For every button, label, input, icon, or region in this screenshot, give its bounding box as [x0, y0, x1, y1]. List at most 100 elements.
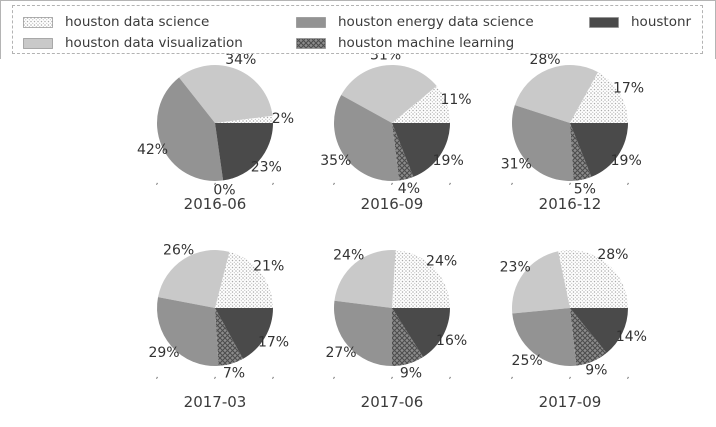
- pie-percentage-label: 17%: [258, 335, 289, 351]
- pie-percentage-label: 35%: [320, 153, 351, 169]
- pie-slice: [157, 297, 219, 367]
- legend-swatch-houston-energy-data-science: [296, 16, 326, 28]
- axis-tick: ,: [214, 371, 217, 381]
- pie-slice: [215, 308, 273, 359]
- pie-percentage-label: 25%: [512, 353, 543, 369]
- axis-tick: ,: [569, 371, 572, 381]
- pie-chart: ,, ,11%31%35%4%19%: [320, 47, 471, 197]
- pie-percentage-label: 7%: [223, 365, 245, 381]
- legend-label: houston machine learning: [338, 35, 515, 51]
- axis-tick: ,: [156, 177, 159, 187]
- pie-slice: [514, 64, 598, 123]
- pie-chart: ,, , 24% 24% 27% 9% 16%: [325, 248, 467, 382]
- legend-label: houstonr: [631, 14, 692, 30]
- legend-entry-houstonr: houstonr: [589, 15, 691, 29]
- pie-slice: [570, 308, 628, 354]
- pie-percentage-label: 19%: [611, 153, 642, 169]
- pie-percentage-label: 24%: [426, 254, 457, 270]
- pie-date-label: 2017-06: [360, 393, 424, 411]
- pie-percentage-label: 34%: [225, 52, 256, 68]
- pie-subplot-2017-09: ,,, 28% 23% 25% 9% 14% 2017-09: [450, 228, 690, 411]
- pie-percentage-label: 26%: [163, 243, 194, 259]
- pie-slice: [392, 308, 450, 357]
- axis-tick: ,: [449, 177, 452, 187]
- legend-swatch-houstonr: [589, 16, 619, 28]
- pie-percentage-label: 42%: [137, 142, 168, 158]
- pie-slice: [570, 123, 628, 177]
- legend-entry-houston-data-science: houston data science: [23, 15, 209, 29]
- pie-percentage-label: 31%: [501, 157, 532, 173]
- pie-slice: [334, 300, 392, 366]
- pie-slice: [512, 105, 574, 182]
- pie-date-label: 2016-06: [183, 195, 247, 213]
- legend-entry-houston-energy-data-science: houston energy data science: [296, 15, 534, 29]
- legend-swatch-houston-data-visualization: [23, 37, 53, 49]
- pie-percentage-label: 4%: [398, 181, 420, 197]
- pie-subplot-2017-06: ,,, 24% 24% 27% 9% 16% 2017-06: [272, 228, 512, 411]
- axis-tick: ,: [214, 177, 217, 187]
- axis-tick: ,: [333, 371, 336, 381]
- axis-tick: ,: [391, 177, 394, 187]
- pie-subplot-2017-03: ,,, 21% 26% 29% 7% 17% 2017-03: [95, 228, 335, 411]
- pie-date-label: 2017-03: [183, 393, 247, 411]
- pie-slice: [215, 115, 273, 123]
- axis-tick: ,: [272, 371, 275, 381]
- pie-chart: ,, , 2% 34% 42% 0% 23%: [137, 52, 294, 198]
- pie-date-label: 2016-12: [538, 195, 602, 213]
- pie-chart: ,, , 28% 23% 25% 9% 14%: [500, 247, 647, 381]
- pie-percentage-label: 21%: [253, 258, 284, 274]
- pie-slice: [392, 308, 424, 366]
- pie-percentage-label: 29%: [148, 345, 179, 361]
- axis-tick: ,: [627, 371, 630, 381]
- pie-percentage-label: 16%: [436, 333, 467, 349]
- pie-slice: [570, 72, 628, 123]
- pie-percentage-label: 14%: [616, 329, 647, 345]
- axis-tick: ,: [569, 177, 572, 187]
- pie-slice: [511, 251, 570, 314]
- pie-slice: [392, 250, 450, 308]
- axis-tick: ,: [391, 371, 394, 381]
- pie-percentage-label: 28%: [529, 52, 560, 68]
- pie-slice: [392, 123, 414, 181]
- pie-slice: [512, 308, 577, 366]
- legend-label: houston data science: [65, 14, 210, 30]
- figure-frame-left: [0, 1, 1, 59]
- pie-percentage-label: 11%: [440, 92, 471, 108]
- pie-subplot-2016-06: ,,, 2% 34% 42% 0% 23% 2016-06: [95, 43, 335, 213]
- pie-slice: [215, 251, 273, 308]
- axis-tick: ,: [156, 371, 159, 381]
- pie-slice: [392, 123, 450, 177]
- legend-label: houston energy data science: [338, 14, 534, 30]
- legend-swatch-houston-machine-learning: [296, 37, 326, 49]
- pie-slice: [158, 249, 230, 308]
- legend-swatch-houston-data-science: [23, 16, 53, 28]
- pie-percentage-label: 27%: [325, 345, 356, 361]
- pie-slice: [334, 249, 396, 308]
- pie-percentage-label: 23%: [251, 160, 282, 176]
- axis-tick: ,: [272, 177, 275, 187]
- legend-label: houston data visualization: [65, 35, 243, 51]
- pie-subplot-2016-12: ,,, 17% 28% 31% 5% 19% 2016-12: [450, 43, 690, 213]
- pie-slice: [215, 123, 273, 181]
- pie-percentage-label: 17%: [613, 80, 644, 96]
- pie-slice: [156, 77, 224, 181]
- pie-slice: [215, 308, 243, 366]
- legend-entry-houston-data-visualization: houston data visualization: [23, 36, 243, 50]
- pie-slice: [333, 95, 400, 181]
- axis-tick: ,: [449, 371, 452, 381]
- pie-percentage-label: 0%: [213, 182, 235, 198]
- axis-tick: ,: [627, 177, 630, 187]
- pie-slice: [558, 250, 628, 308]
- axis-tick: ,: [511, 371, 514, 381]
- pie-slice: [570, 123, 592, 181]
- pie-percentage-label: 23%: [500, 260, 531, 276]
- pie-percentage-label: 9%: [400, 365, 422, 381]
- pie-percentage-label: 2%: [272, 111, 294, 127]
- pie-percentage-label: 19%: [433, 153, 464, 169]
- legend: houston data science houston data visual…: [12, 5, 703, 54]
- axis-tick: ,: [333, 177, 336, 187]
- pie-slice: [179, 64, 273, 123]
- pie-slice: [341, 64, 437, 123]
- pie-percentage-label: 24%: [333, 248, 364, 264]
